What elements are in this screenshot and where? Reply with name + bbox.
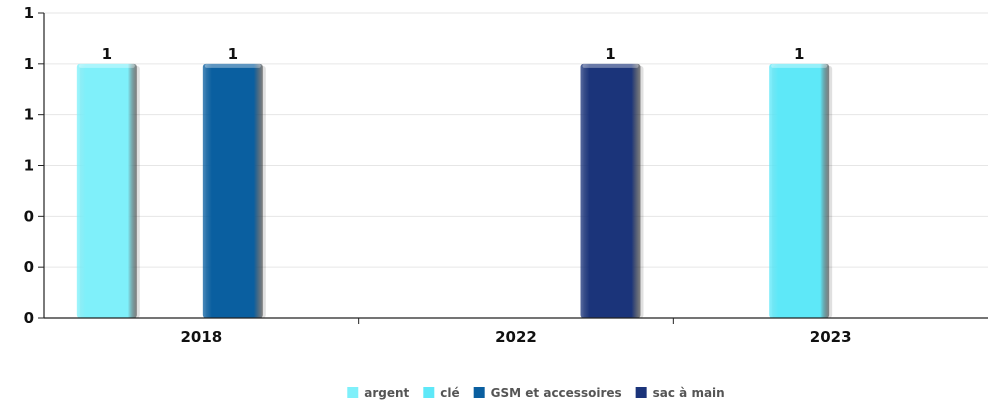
y-tick-label: 0 [24, 258, 34, 276]
y-tick-label: 0 [24, 207, 34, 225]
bar-highlight [582, 63, 639, 68]
legend-item: GSM et accessoires [473, 386, 622, 400]
legend-item: argent [347, 386, 410, 400]
bar-clé-2023 [769, 63, 830, 319]
data-label: 1 [228, 45, 238, 63]
legend-item: sac à main [635, 386, 725, 400]
y-tick-label: 1 [24, 157, 34, 175]
y-tick-label: 1 [24, 55, 34, 73]
bar-highlight [204, 63, 261, 68]
bar-highlight [771, 63, 828, 68]
bars [76, 63, 833, 319]
legend-label: argent [364, 386, 409, 400]
legend-label: sac à main [653, 386, 725, 400]
labels: 0 0 0 1 1 1 1 1 1 2018 1 2022 1 2023 [24, 4, 852, 346]
y-tick-label: 0 [24, 309, 34, 327]
legend-swatch [635, 387, 647, 398]
legend-label: clé [440, 386, 459, 400]
legend-swatch [423, 387, 435, 398]
bar-gsm-et-accessoires-2018 [202, 63, 263, 319]
x-category-label: 2023 [810, 328, 852, 346]
legend-label: GSM et accessoires [491, 386, 622, 400]
data-label: 1 [605, 45, 615, 63]
gridlines [44, 12, 988, 268]
bar-argent-2018 [76, 63, 137, 319]
data-label: 1 [102, 45, 112, 63]
bar-sac-à-main-2022 [580, 63, 641, 319]
legend-item: clé [423, 386, 460, 400]
legend: argent clé GSM et accessoires sac à main [347, 386, 725, 400]
bar-highlight [78, 63, 135, 68]
data-label: 1 [794, 45, 804, 63]
axes [38, 12, 988, 324]
x-category-label: 2022 [495, 328, 537, 346]
y-tick-label: 1 [24, 106, 34, 124]
legend-swatch [473, 387, 485, 398]
y-tick-label: 1 [24, 4, 34, 22]
x-category-label: 2018 [180, 328, 222, 346]
legend-swatch [347, 387, 359, 398]
